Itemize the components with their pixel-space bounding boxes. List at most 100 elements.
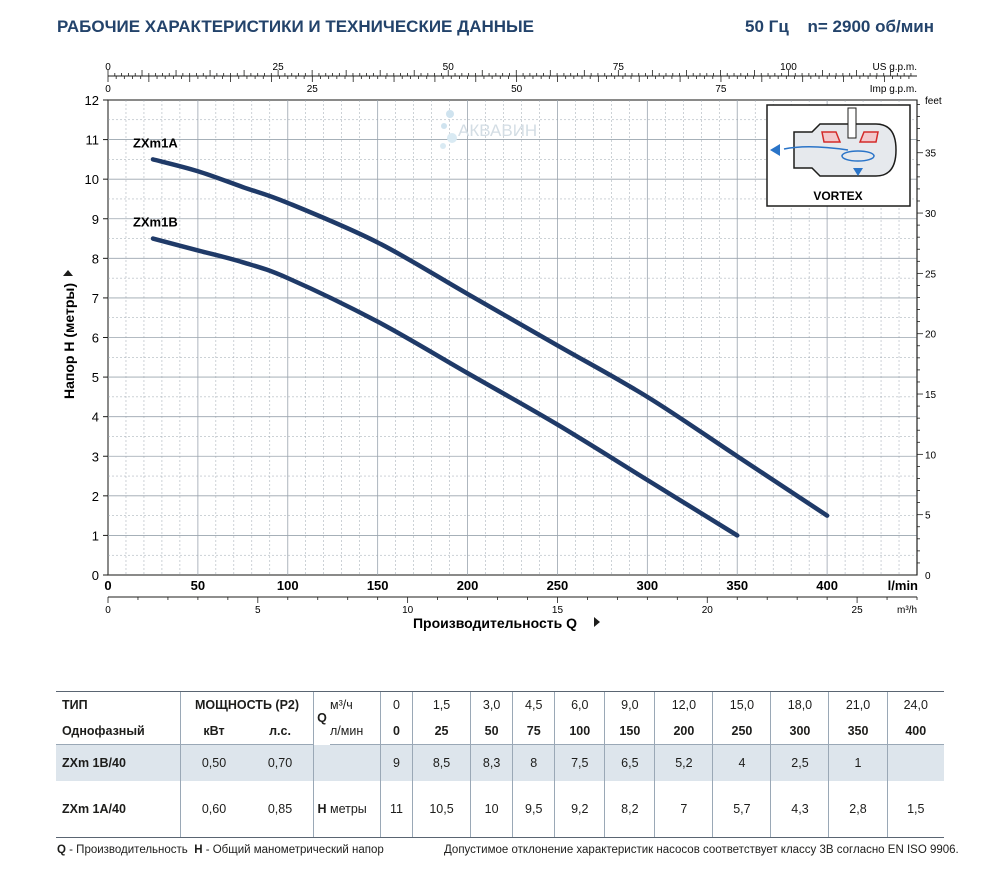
h-symbol-spacer <box>313 744 330 781</box>
frequency-label: 50 Гц <box>745 17 789 36</box>
x-tick-label: 350 <box>726 578 748 593</box>
m3h-tick-label: 0 <box>105 605 111 616</box>
feet-tick-label: 20 <box>925 330 937 341</box>
y-tick-label: 12 <box>85 93 99 108</box>
us-gpm-axis-tick-label: 25 <box>273 62 285 73</box>
q-unit-lmin: л/мин <box>330 718 381 745</box>
q-lmin-value: 100 <box>554 718 605 745</box>
model-name: ZXm 1B/40 <box>62 756 126 770</box>
x-tick-label: 150 <box>367 578 389 593</box>
x-tick-label: 250 <box>547 578 569 593</box>
imp-gpm-axis-unit-label: Imp g.p.m. <box>870 84 917 95</box>
page-title: РАБОЧИЕ ХАРАКТЕРИСТИКИ И ТЕХНИЧЕСКИЕ ДАН… <box>57 17 535 36</box>
q-lmin-value: 75 <box>512 718 555 745</box>
unit-hp: л.с. <box>247 718 314 745</box>
q-lmin-value: 200 <box>654 718 713 745</box>
head-value: 7 <box>654 781 713 838</box>
h-unit: метры <box>330 781 381 838</box>
us-gpm-axis-unit-label: US g.p.m. <box>873 62 917 73</box>
imp-gpm-axis-tick-label: 25 <box>307 84 319 95</box>
h-symbol: H <box>313 781 330 838</box>
series-group: ZXm1A ZXm1B <box>133 135 830 538</box>
x-tick-label: 300 <box>636 578 658 593</box>
feet-tick-label: 35 <box>925 149 937 160</box>
head-value: 10 <box>470 781 513 838</box>
q-lmin-value: 250 <box>712 718 771 745</box>
q-lmin-value: 150 <box>604 718 655 745</box>
y-tick-label: 10 <box>85 172 99 187</box>
vortex-inset: VORTEX <box>766 104 911 207</box>
head-value: 1,5 <box>886 781 944 838</box>
x-axis-arrow-icon <box>594 617 600 627</box>
speed-info: 50 Гц n= 2900 об/мин <box>731 17 934 37</box>
q-m3h-value: 0 <box>379 691 413 718</box>
tolerance-note: Допустимое отклонение характеристик насо… <box>444 844 959 856</box>
power-kw: 0,60 <box>180 781 247 838</box>
q-lmin-value: 350 <box>828 718 888 745</box>
col-type-header: ТИП <box>56 691 181 718</box>
head-value: 7,5 <box>554 744 605 781</box>
m3h-tick-label: 10 <box>402 605 414 616</box>
imp-gpm-axis-tick-label: 0 <box>105 84 111 95</box>
head-value: 4,3 <box>770 781 829 838</box>
head-value: 5,2 <box>654 744 713 781</box>
header-row-2: Однофазный кВт л.с. л/мин 0 25 50 75 100 150 200 25… <box>56 718 944 745</box>
series-label-ZXm1B: ZXm1B <box>133 215 178 230</box>
m3h-tick-label: 15 <box>552 605 564 616</box>
series-line-ZXm1B <box>150 236 740 538</box>
q-symbol: Q <box>313 691 330 745</box>
q-m3h-value: 1,5 <box>412 691 471 718</box>
x-tick-label: 50 <box>191 578 205 593</box>
series-line-ZXm1A <box>150 157 830 518</box>
y-tick-label: 4 <box>92 410 99 425</box>
q-m3h-value: 18,0 <box>770 691 829 718</box>
head-value: 11 <box>379 781 413 838</box>
head-value: 8,2 <box>604 781 655 838</box>
y-tick-label: 9 <box>92 212 99 227</box>
head-value: 2,5 <box>770 744 829 781</box>
q-desc: - Производительность <box>65 844 188 856</box>
head-value <box>886 744 944 781</box>
legend-note: Q - Производительность H - Общий маномет… <box>57 844 384 856</box>
y-tick-label: 8 <box>92 251 99 266</box>
m3h-tick-label: 5 <box>255 605 261 616</box>
feet-unit-label: feet <box>925 96 942 107</box>
unit-kw: кВт <box>180 718 247 745</box>
us-gpm-axis-tick-label: 100 <box>780 62 797 73</box>
q-m3h-value: 12,0 <box>654 691 713 718</box>
y-tick-label: 2 <box>92 489 99 504</box>
feet-tick-label: 15 <box>925 390 937 401</box>
us-gpm-axis-tick-label: 0 <box>105 62 111 73</box>
watermark-text: АКВАВИН <box>458 121 537 140</box>
q-m3h-value: 24,0 <box>886 691 944 718</box>
axis-labels: Производительность Q Напор H (метры) <box>61 270 600 631</box>
y-tick-label: 1 <box>92 528 99 543</box>
series-label-ZXm1A: ZXm1A <box>133 135 178 150</box>
q-m3h-value: 9,0 <box>604 691 655 718</box>
x-axis-title: Производительность Q <box>413 615 577 631</box>
head-value: 8 <box>512 744 555 781</box>
y-axis-arrow-icon <box>63 270 73 276</box>
data-row: ZXm 1B/40 0,50 0,70 9 8,5 8,3 8 7,5 6,5 5,2 4 2,5 1 <box>56 744 944 781</box>
imp-gpm-axis-tick-label: 75 <box>715 84 727 95</box>
q-m3h-value: 15,0 <box>712 691 771 718</box>
x-tick-label: 200 <box>457 578 479 593</box>
y-tick-label: 7 <box>92 291 99 306</box>
q-lmin-value: 300 <box>770 718 829 745</box>
y-tick-label: 3 <box>92 449 99 464</box>
q-lmin-value: 50 <box>470 718 513 745</box>
q-m3h-value: 21,0 <box>828 691 888 718</box>
x-tick-label: 0 <box>104 578 111 593</box>
h-key: H <box>194 844 203 856</box>
head-value: 9,2 <box>554 781 605 838</box>
us-gpm-axis-tick-label: 50 <box>443 62 455 73</box>
y-tick-label: 5 <box>92 370 99 385</box>
h-desc: - Общий манометрический напор <box>202 844 384 856</box>
head-value: 8,3 <box>470 744 513 781</box>
head-value: 9,5 <box>512 781 555 838</box>
y-axis-title: Напор H (метры) <box>61 283 77 399</box>
grid <box>108 100 917 575</box>
